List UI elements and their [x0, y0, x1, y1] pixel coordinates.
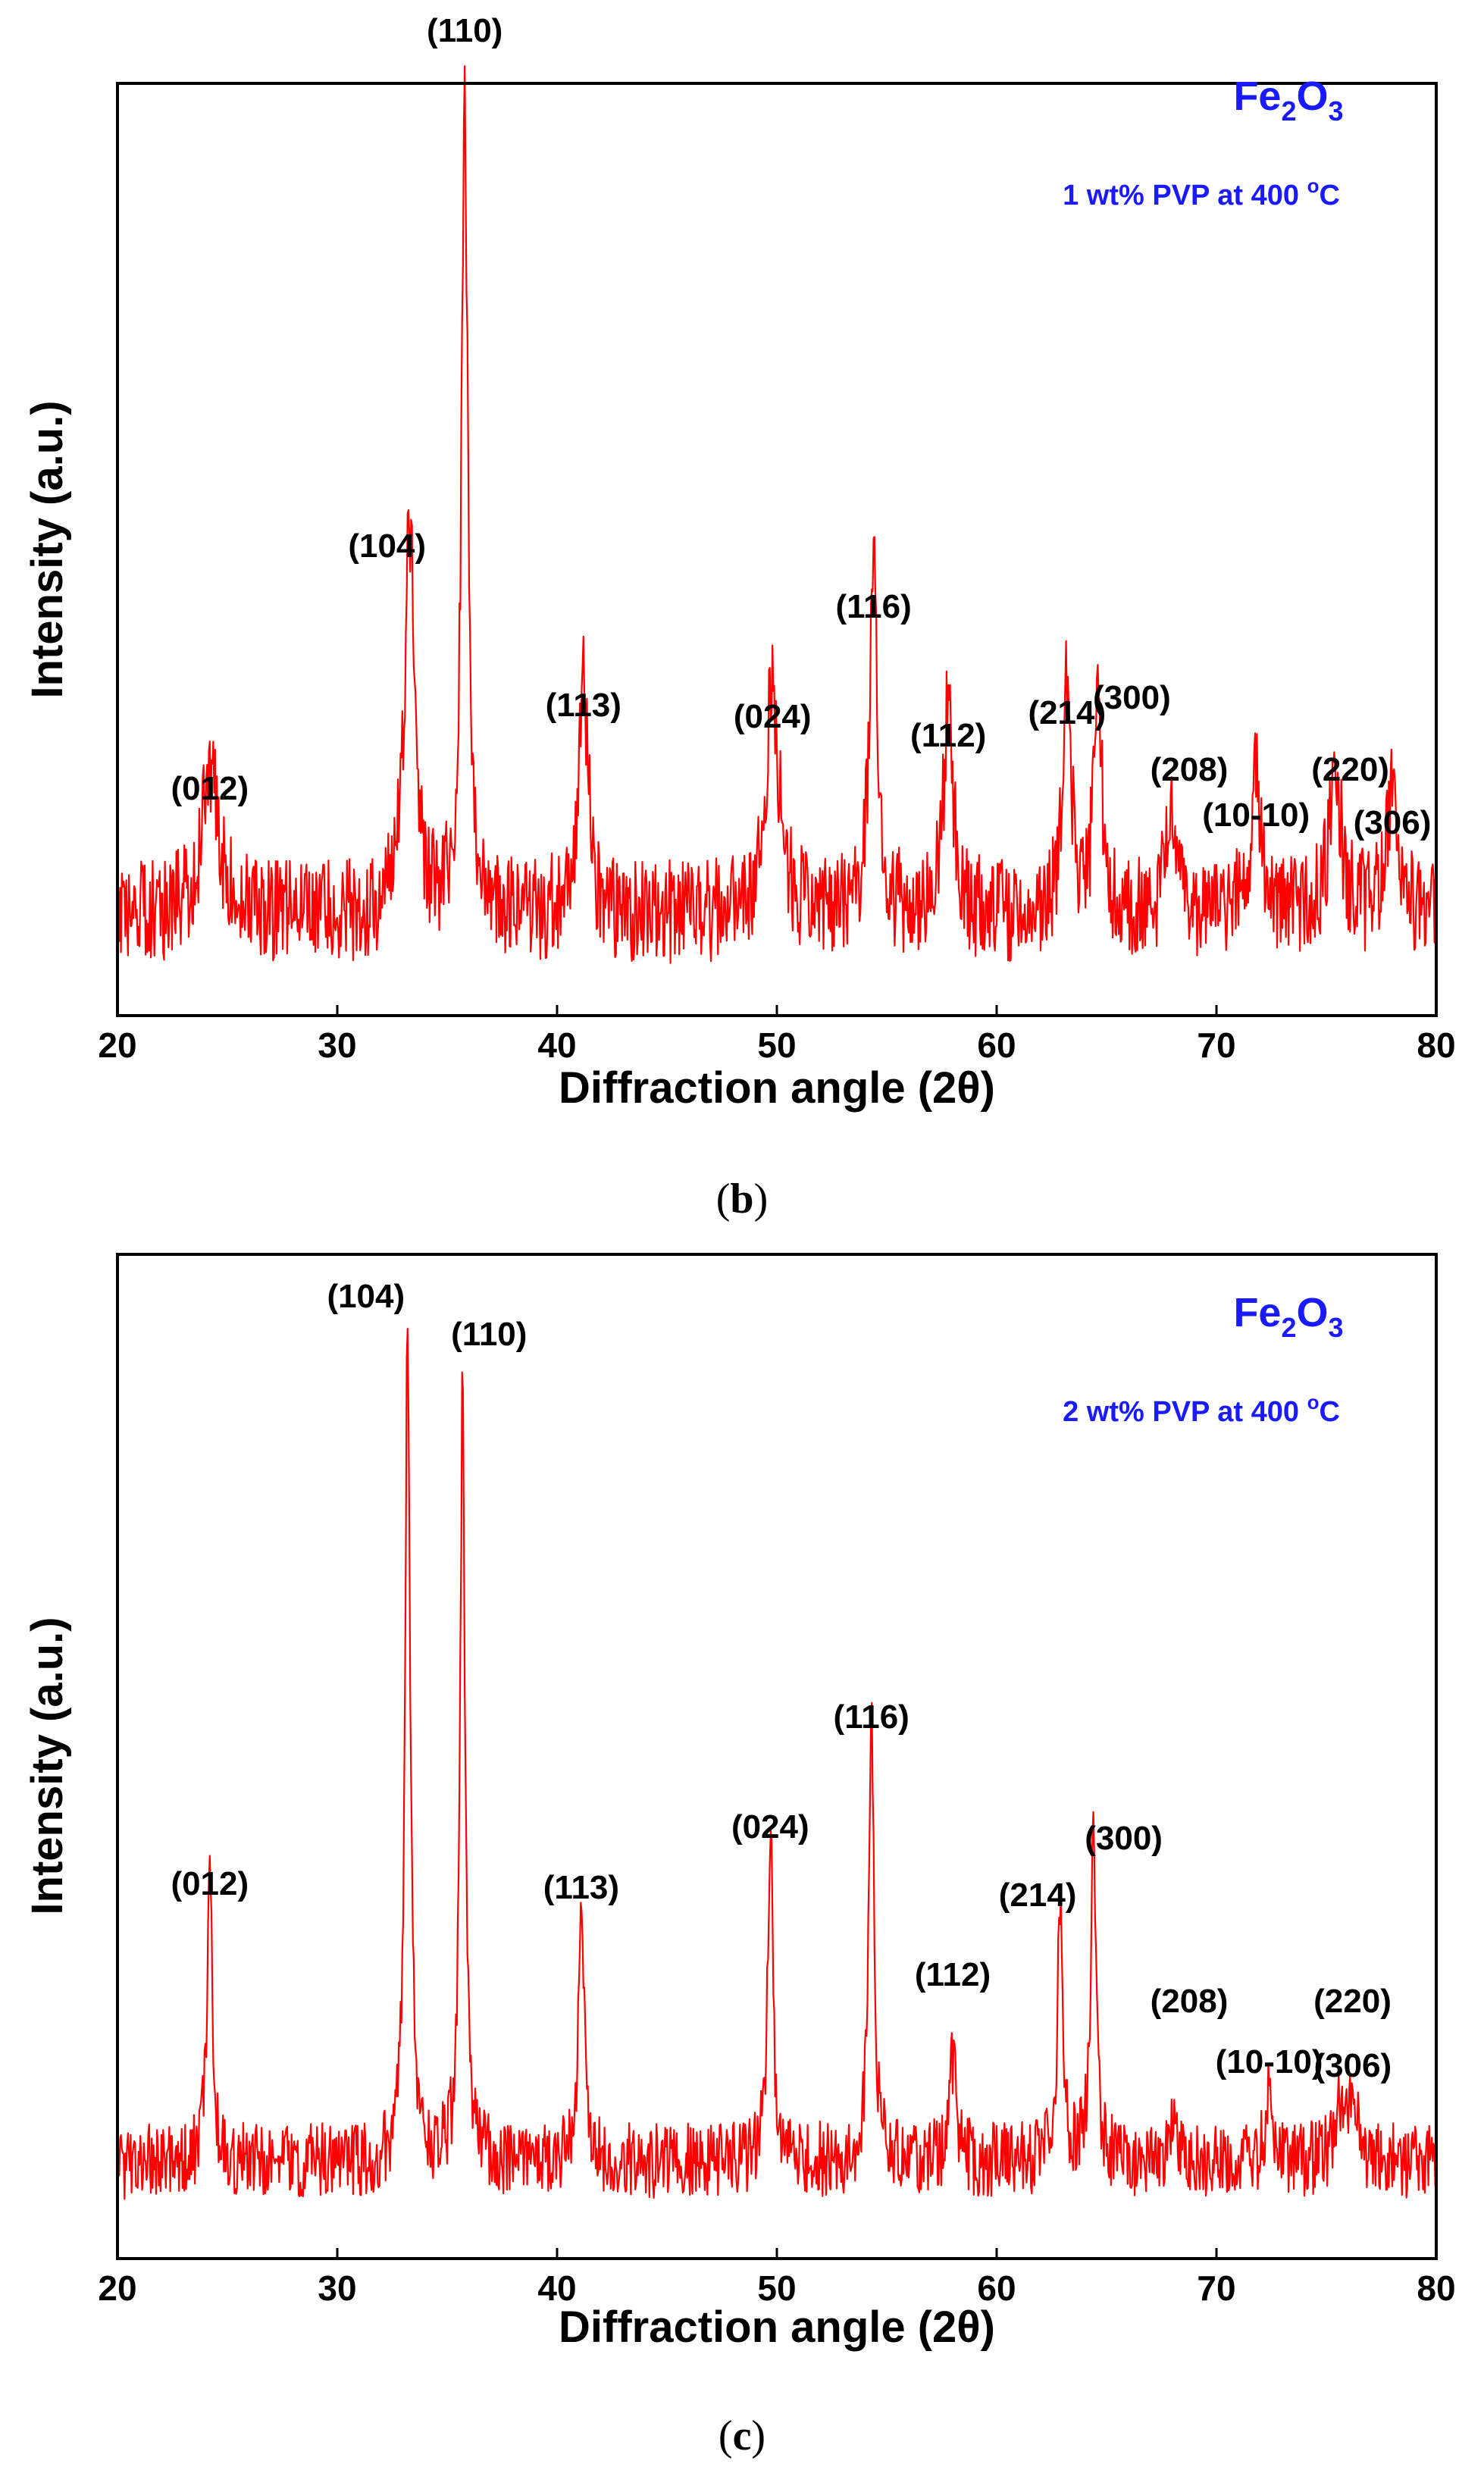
compound-formula-c: Fe2O3: [1233, 1290, 1343, 1343]
condition-unit: C: [1319, 1396, 1339, 1428]
peak-label: (306): [1354, 804, 1432, 841]
xrd-trace-b: [117, 65, 1438, 964]
x-tick-label: 80: [1417, 1025, 1455, 1065]
x-tick-label: 60: [977, 1025, 1016, 1065]
x-tick-label: 70: [1197, 2268, 1235, 2308]
x-tick-label: 80: [1417, 2268, 1455, 2308]
degree-sign: o: [1307, 174, 1320, 197]
condition-label-c: 2 wt% PVP at 400 oC: [1063, 1391, 1340, 1428]
panel-label-c: (c): [719, 2412, 765, 2459]
peak-label: (220): [1313, 1983, 1392, 2020]
x-axis-title-b: Diffraction angle (2θ): [559, 1063, 995, 1113]
peak-label: (10-10): [1216, 2043, 1323, 2080]
formula-sub-3: 3: [1329, 95, 1344, 127]
xrd-panel-c: 20 30 40 50 60 70 80 (012) (104) (110) (113) (024)…: [23, 1253, 1456, 2459]
peak-label: (112): [910, 717, 986, 754]
x-ticks-b: 20 30 40 50 60 70 80: [98, 1005, 1456, 1065]
formula-sub-2: 2: [1281, 95, 1296, 127]
x-tick-label: 70: [1197, 1025, 1235, 1065]
x-tick-label: 60: [977, 2268, 1016, 2308]
formula-sub-2: 2: [1281, 1312, 1296, 1343]
x-tick-label: 20: [98, 1025, 136, 1065]
degree-sign: o: [1307, 1391, 1320, 1414]
xrd-panel-b: 20 30 40 50 60 70 80 (012) (104) (110) (113) (024)…: [23, 12, 1456, 1223]
condition-unit: C: [1319, 180, 1339, 211]
peak-label: (300): [1093, 679, 1171, 716]
panel-label-b: (b): [716, 1176, 768, 1223]
x-axis-title-c: Diffraction angle (2θ): [559, 2303, 995, 2352]
x-tick-label: 40: [537, 2268, 576, 2308]
xrd-series-line: [117, 65, 1438, 964]
peak-label: (208): [1151, 751, 1229, 788]
peak-label: (024): [734, 698, 812, 735]
peak-label: (110): [427, 12, 502, 49]
peak-label: (110): [451, 1316, 527, 1353]
condition-text: 1 wt% PVP at 400: [1063, 180, 1307, 211]
peak-label: (116): [835, 588, 911, 625]
peak-label: (306): [1313, 2047, 1392, 2084]
peak-label: (113): [546, 687, 621, 724]
condition-text: 2 wt% PVP at 400: [1063, 1396, 1307, 1428]
peak-label: (012): [171, 770, 249, 807]
formula-fe: Fe: [1233, 74, 1281, 119]
x-tick-label: 20: [98, 2268, 136, 2308]
xrd-series-line: [116, 1328, 1438, 2200]
x-tick-label: 50: [757, 2268, 796, 2308]
x-ticks-c: 20 30 40 50 60 70 80: [98, 2248, 1456, 2308]
peak-label: (220): [1311, 751, 1389, 788]
peak-labels-c: (012) (104) (110) (113) (024) (116) (112) (214)…: [171, 1278, 1392, 2084]
condition-label-b: 1 wt% PVP at 400 oC: [1063, 174, 1340, 211]
peak-label: (214): [1028, 694, 1106, 731]
peak-label: (300): [1085, 1820, 1163, 1857]
peak-label: (214): [999, 1877, 1077, 1914]
formula-o: O: [1297, 1290, 1329, 1335]
peak-label: (024): [731, 1808, 809, 1846]
peak-label: (208): [1151, 1983, 1229, 2020]
x-tick-label: 50: [757, 1025, 796, 1065]
x-tick-label: 30: [318, 2268, 356, 2308]
x-tick-label: 40: [537, 1025, 576, 1065]
x-tick-label: 30: [318, 1025, 356, 1065]
xrd-trace-c: [116, 1328, 1438, 2200]
compound-formula-b: Fe2O3: [1233, 74, 1343, 127]
peak-label: (012): [171, 1865, 249, 1902]
peak-label: (104): [348, 528, 426, 565]
peak-label: (116): [834, 1698, 909, 1736]
peak-label: (112): [915, 1956, 991, 1993]
peak-label: (10-10): [1202, 797, 1310, 834]
y-axis-title-c: Intensity (a.u.): [23, 1617, 72, 1914]
formula-o: O: [1297, 74, 1329, 119]
y-axis-title-b: Intensity (a.u.): [23, 400, 72, 698]
peak-labels-b: (012) (104) (110) (113) (024) (116) (112) (214)…: [171, 12, 1431, 841]
peak-label: (104): [327, 1278, 405, 1315]
peak-label: (113): [543, 1869, 619, 1906]
formula-sub-3: 3: [1329, 1312, 1344, 1343]
formula-fe: Fe: [1233, 1290, 1281, 1335]
